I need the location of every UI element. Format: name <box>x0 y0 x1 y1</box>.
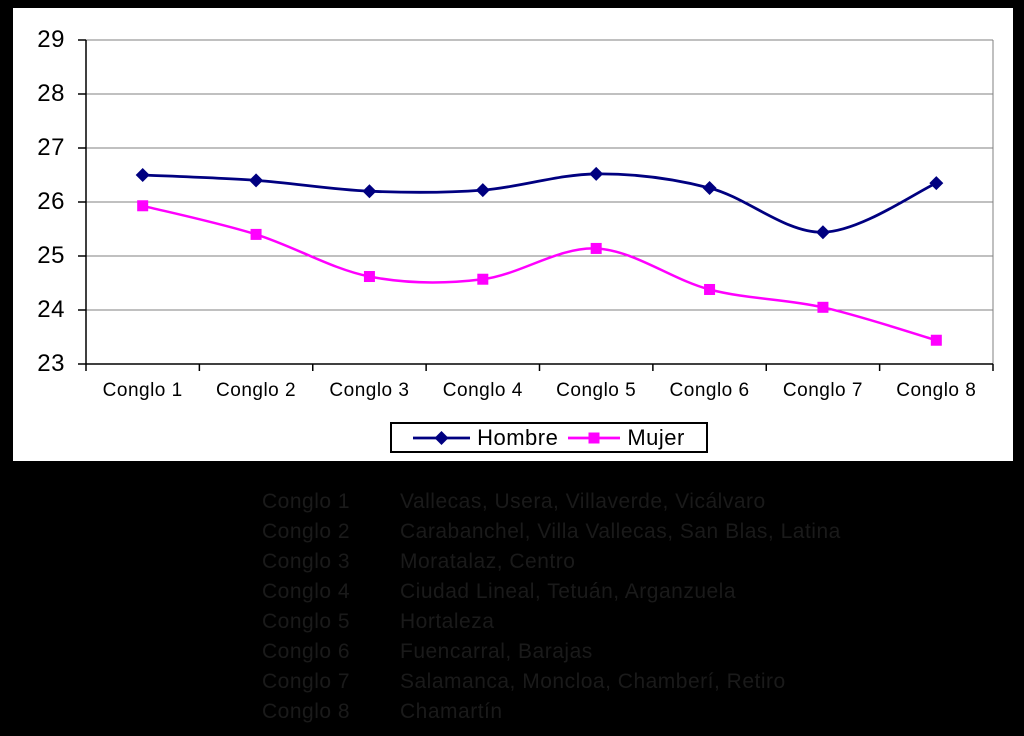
data-point-hombre <box>702 180 717 195</box>
chart-legend: Hombre Mujer <box>390 422 708 453</box>
data-point-mujer <box>817 301 829 313</box>
footnote-label: Conglo 3 <box>262 550 351 573</box>
x-tick-label: Conglo 1 <box>102 380 183 401</box>
footnote-row: Conglo 2 Carabanchel, Villa Vallecas, San… <box>262 517 882 547</box>
x-tick-label: Conglo 3 <box>329 380 410 401</box>
data-point-hombre <box>475 183 490 198</box>
x-tick-label: Conglo 5 <box>556 380 637 401</box>
footnote-label: Conglo 1 <box>262 490 351 513</box>
line-chart <box>78 39 994 371</box>
footnote-label: Conglo 7 <box>262 670 351 693</box>
footnote-row: Conglo 7 Salamanca, Moncloa, Chamberí, Re… <box>262 667 882 697</box>
data-point-hombre <box>249 173 264 188</box>
y-tick-label: 26 <box>37 188 65 215</box>
footnote-value: Salamanca, Moncloa, Chamberí, Retiro <box>400 670 786 693</box>
y-tick-label: 23 <box>37 350 65 377</box>
legend-label-hombre: Hombre <box>477 424 559 450</box>
footnote-value: Chamartín <box>400 700 503 723</box>
footnote-row: Conglo 6 Fuencarral, Barajas <box>262 637 882 667</box>
footnote-row: Conglo 4 Ciudad Lineal, Tetuán, Arganzuel… <box>262 577 882 607</box>
footnote-row: Conglo 8 Chamartín <box>262 697 882 727</box>
footnote-value: Moratalaz, Centro <box>400 550 576 573</box>
footnote-label: Conglo 4 <box>262 580 351 603</box>
data-point-mujer <box>137 200 149 212</box>
legend-marker-square <box>588 432 600 443</box>
y-tick-label: 25 <box>37 242 65 269</box>
footnote-label: Conglo 6 <box>262 640 351 663</box>
data-point-mujer <box>590 242 602 254</box>
data-point-mujer <box>477 273 489 285</box>
series-line-hombre <box>142 172 937 234</box>
y-tick-label: 24 <box>37 296 65 323</box>
x-tick-label: Conglo 2 <box>216 380 297 401</box>
legend-label-mujer: Mujer <box>627 424 685 450</box>
data-point-mujer <box>363 271 375 283</box>
footnote-value: Fuencarral, Barajas <box>400 640 593 663</box>
footnote-label: Conglo 5 <box>262 610 351 633</box>
series-line-mujer <box>142 204 937 342</box>
x-tick-label: Conglo 6 <box>669 380 750 401</box>
footnote-label: Conglo 2 <box>262 520 351 543</box>
x-tick-label: Conglo 7 <box>782 380 863 401</box>
y-tick-label: 29 <box>37 26 65 53</box>
data-point-mujer <box>704 283 716 295</box>
hombre-diamond-marker-icon <box>413 430 471 445</box>
legend-item-hombre: Hombre <box>413 425 558 451</box>
footnote-row: Conglo 5 Hortaleza <box>262 607 882 637</box>
chart-panel: 29 28 27 26 25 24 23 Conglo 1 Conglo 2 Conglo 3 C… <box>13 8 1013 461</box>
legend-marker-diamond <box>434 430 449 445</box>
data-point-hombre <box>589 166 604 181</box>
data-point-hombre <box>362 184 377 199</box>
footnote-value: Vallecas, Usera, Villaverde, Vicálvaro <box>400 490 766 513</box>
legend-item-mujer: Mujer <box>568 425 685 451</box>
footnote-value: Hortaleza <box>400 610 495 633</box>
mujer-square-marker-icon <box>568 432 621 443</box>
footnote-label: Conglo 8 <box>262 700 351 723</box>
data-point-mujer <box>250 228 262 240</box>
footnote-value: Ciudad Lineal, Tetuán, Arganzuela <box>400 580 737 603</box>
y-tick-label: 28 <box>37 80 65 107</box>
footnote-row: Conglo 1 Vallecas, Usera, Villaverde, Vic… <box>262 487 882 517</box>
data-point-mujer <box>930 334 942 346</box>
y-tick-label: 27 <box>37 134 65 161</box>
data-point-hombre <box>135 168 150 182</box>
data-point-hombre <box>815 225 830 240</box>
x-tick-label: Conglo 4 <box>442 380 523 401</box>
x-tick-label: Conglo 8 <box>896 380 977 401</box>
footnote-value: Carabanchel, Villa Vallecas, San Blas, L… <box>400 520 841 543</box>
data-point-hombre <box>929 176 944 191</box>
footnote-row: Conglo 3 Moratalaz, Centro <box>262 547 882 577</box>
footnote-list: Conglo 1 Vallecas, Usera, Villaverde, Vic… <box>262 487 882 727</box>
